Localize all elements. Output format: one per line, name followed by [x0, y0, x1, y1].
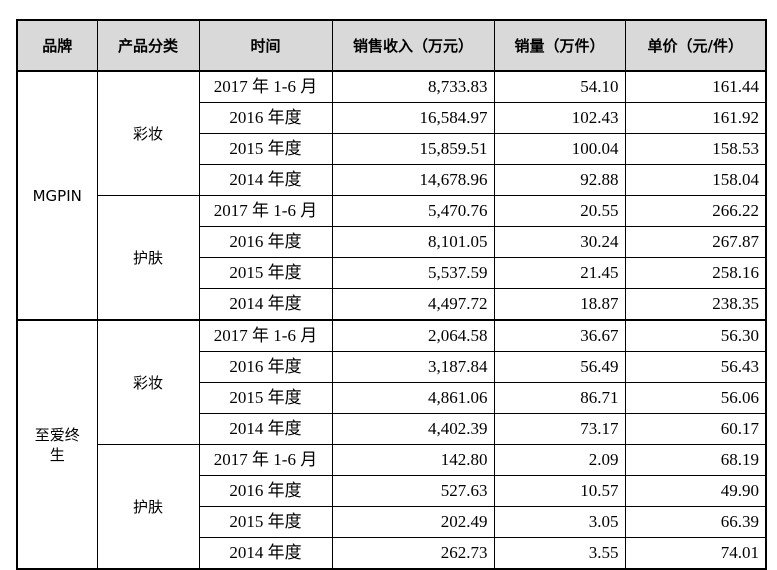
time-cell: 2017 年 1-6 月	[198, 70, 333, 103]
table-header: 品牌 产品分类 时间 销售收入（万元） 销量（万件） 单价（元/件）	[16, 19, 767, 72]
table-row: 2016 年度 8,101.05 30.24 267.87	[17, 226, 767, 258]
unit-price-cell: 158.04	[624, 164, 767, 196]
unit-price-cell: 66.39	[624, 506, 767, 538]
table-row: 2015 年度 4,861.06 86.71 56.06	[17, 382, 767, 414]
category-cell: 彩妆	[96, 70, 200, 196]
volume-cell: 18.87	[493, 288, 626, 321]
revenue-cell: 262.73	[331, 537, 495, 570]
unit-price-cell: 56.43	[624, 351, 767, 383]
revenue-cell: 8,101.05	[331, 226, 495, 258]
revenue-cell: 15,859.51	[331, 133, 495, 165]
unit-price-cell: 161.44	[624, 70, 767, 103]
header-revenue-label: 销售收入（万元）	[352, 36, 473, 55]
volume-cell: 20.55	[493, 195, 626, 227]
revenue-cell: 5,470.76	[331, 195, 495, 227]
table-row: MGPIN 彩妆 2017 年 1-6 月 8,733.83 54.10 161.44	[16, 70, 767, 321]
time-cell: 2014 年度	[198, 288, 333, 321]
header-category: 产品分类	[96, 19, 200, 72]
brand-cell: 至爱终生	[16, 319, 98, 570]
header-revenue: 销售收入（万元）	[331, 19, 495, 72]
time-cell: 2014 年度	[198, 537, 333, 570]
header-unit-price: 单价（元/件）	[624, 19, 767, 72]
table-row: 2015 年度 202.49 3.05 66.39	[17, 506, 767, 538]
revenue-cell: 4,497.72	[331, 288, 495, 321]
table-row: 2016 年度 16,584.97 102.43 161.92	[17, 102, 767, 134]
time-cell: 2016 年度	[198, 102, 333, 134]
sales-table: 品牌 产品分类 时间 销售收入（万元） 销量（万件） 单价（元/件） MGPIN…	[16, 19, 767, 570]
unit-price-cell: 68.19	[624, 444, 767, 476]
revenue-cell: 14,678.96	[331, 164, 495, 196]
table-row: 2014 年度 4,497.72 18.87 238.35	[17, 288, 767, 321]
header-brand: 品牌	[16, 19, 98, 72]
volume-cell: 92.88	[493, 164, 626, 196]
volume-cell: 86.71	[493, 382, 626, 414]
unit-price-cell: 267.87	[624, 226, 767, 258]
time-cell: 2015 年度	[198, 506, 333, 538]
revenue-cell: 2,064.58	[331, 319, 495, 352]
revenue-cell: 3,187.84	[331, 351, 495, 383]
unit-price-cell: 158.53	[624, 133, 767, 165]
table-row: 2014 年度 262.73 3.55 74.01	[17, 537, 767, 570]
table-row: 2016 年度 3,187.84 56.49 56.43	[17, 351, 767, 383]
revenue-cell: 4,861.06	[331, 382, 495, 414]
category-cell: 护肤	[96, 444, 200, 570]
table-row: 护肤 2017 年 1-6 月 142.80 2.09 68.19	[17, 444, 767, 570]
time-cell: 2014 年度	[198, 164, 333, 196]
time-cell: 2016 年度	[198, 475, 333, 507]
category-cell: 护肤	[96, 195, 200, 321]
volume-cell: 56.49	[493, 351, 626, 383]
time-cell: 2017 年 1-6 月	[198, 195, 333, 227]
table-row: 至爱终生 彩妆 2017 年 1-6 月 2,064.58 36.67 56.30	[16, 319, 767, 570]
volume-cell: 30.24	[493, 226, 626, 258]
volume-cell: 54.10	[493, 70, 626, 103]
time-cell: 2016 年度	[198, 226, 333, 258]
volume-cell: 100.04	[493, 133, 626, 165]
time-cell: 2017 年 1-6 月	[198, 444, 333, 476]
volume-cell: 36.67	[493, 319, 626, 352]
revenue-cell: 527.63	[331, 475, 495, 507]
unit-price-cell: 56.30	[624, 319, 767, 352]
volume-cell: 73.17	[493, 413, 626, 445]
table-row: 2015 年度 15,859.51 100.04 158.53	[17, 133, 767, 165]
category-cell: 彩妆	[96, 319, 200, 445]
unit-price-cell: 258.16	[624, 257, 767, 289]
volume-cell: 21.45	[493, 257, 626, 289]
table-body: MGPIN 彩妆 2017 年 1-6 月 8,733.83 54.10 161.44 20…	[16, 70, 767, 570]
time-cell: 2014 年度	[198, 413, 333, 445]
time-cell: 2016 年度	[198, 351, 333, 383]
header-time: 时间	[198, 19, 333, 72]
time-cell: 2017 年 1-6 月	[198, 319, 333, 352]
unit-price-cell: 266.22	[624, 195, 767, 227]
revenue-cell: 4,402.39	[331, 413, 495, 445]
volume-cell: 3.55	[493, 537, 626, 570]
revenue-cell: 8,733.83	[331, 70, 495, 103]
header-row: 品牌 产品分类 时间 销售收入（万元） 销量（万件） 单价（元/件）	[16, 19, 767, 72]
unit-price-cell: 49.90	[624, 475, 767, 507]
volume-cell: 102.43	[493, 102, 626, 134]
revenue-cell: 5,537.59	[331, 257, 495, 289]
revenue-cell: 142.80	[331, 444, 495, 476]
volume-cell: 10.57	[493, 475, 626, 507]
time-cell: 2015 年度	[198, 382, 333, 414]
time-cell: 2015 年度	[198, 133, 333, 165]
brand-cell: MGPIN	[16, 70, 98, 321]
header-volume: 销量（万件）	[493, 19, 626, 72]
revenue-cell: 202.49	[331, 506, 495, 538]
table-row: 护肤 2017 年 1-6 月 5,470.76 20.55 266.22	[17, 195, 767, 321]
unit-price-cell: 74.01	[624, 537, 767, 570]
revenue-cell: 16,584.97	[331, 102, 495, 134]
unit-price-cell: 161.92	[624, 102, 767, 134]
volume-cell: 3.05	[493, 506, 626, 538]
unit-price-cell: 238.35	[624, 288, 767, 321]
unit-price-cell: 60.17	[624, 413, 767, 445]
unit-price-cell: 56.06	[624, 382, 767, 414]
time-cell: 2015 年度	[198, 257, 333, 289]
volume-cell: 2.09	[493, 444, 626, 476]
table-row: 2014 年度 14,678.96 92.88 158.04	[17, 164, 767, 196]
table-row: 2015 年度 5,537.59 21.45 258.16	[17, 257, 767, 289]
